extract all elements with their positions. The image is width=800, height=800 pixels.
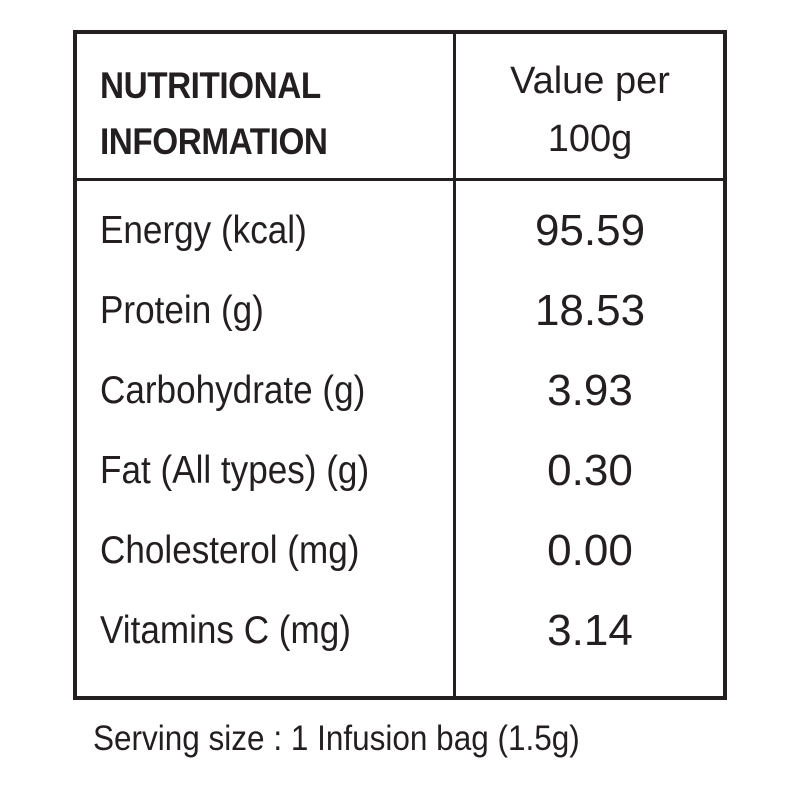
row-label-fat: Fat (All types) (g) [100, 449, 370, 492]
row-label-carbohydrate: Carbohydrate (g) [100, 369, 366, 412]
row-value-vitamin-c: 3.14 [547, 606, 633, 655]
row-value-carbohydrate: 3.93 [547, 366, 633, 415]
row-value-cholesterol: 0.00 [547, 526, 633, 575]
table-row: Fat (All types) (g) 0.30 [73, 430, 727, 512]
nutrition-table [73, 30, 727, 700]
row-label-protein: Protein (g) [100, 289, 264, 332]
header-divider [73, 178, 727, 181]
row-label-vitamin-c: Vitamins C (mg) [100, 609, 351, 652]
serving-size-note: Serving size : 1 Infusion bag (1.5g) [93, 719, 580, 758]
table-row: Cholesterol (mg) 0.00 [73, 510, 727, 592]
table-row: Protein (g) 18.53 [73, 270, 727, 352]
column-divider [453, 30, 456, 700]
row-value-fat: 0.30 [547, 446, 633, 495]
table-row: Vitamins C (mg) 3.14 [73, 590, 727, 672]
row-value-protein: 18.53 [534, 286, 646, 335]
header-nutritional-information: NUTRITIONAL INFORMATION [100, 58, 406, 170]
table-row: Carbohydrate (g) 3.93 [73, 350, 727, 432]
row-label-energy: Energy (kcal) [100, 209, 307, 252]
table-row: Energy (kcal) 95.59 [73, 190, 727, 272]
header-left-line2: INFORMATION [100, 121, 328, 162]
row-value-energy: 95.59 [534, 206, 646, 255]
header-left-line1: NUTRITIONAL [100, 65, 321, 106]
row-label-cholesterol: Cholesterol (mg) [100, 529, 360, 572]
header-right-line1: Value per [510, 60, 670, 102]
header-right-line2: 100g [547, 118, 633, 160]
header-value-per-100g: Value per 100g [456, 52, 724, 168]
